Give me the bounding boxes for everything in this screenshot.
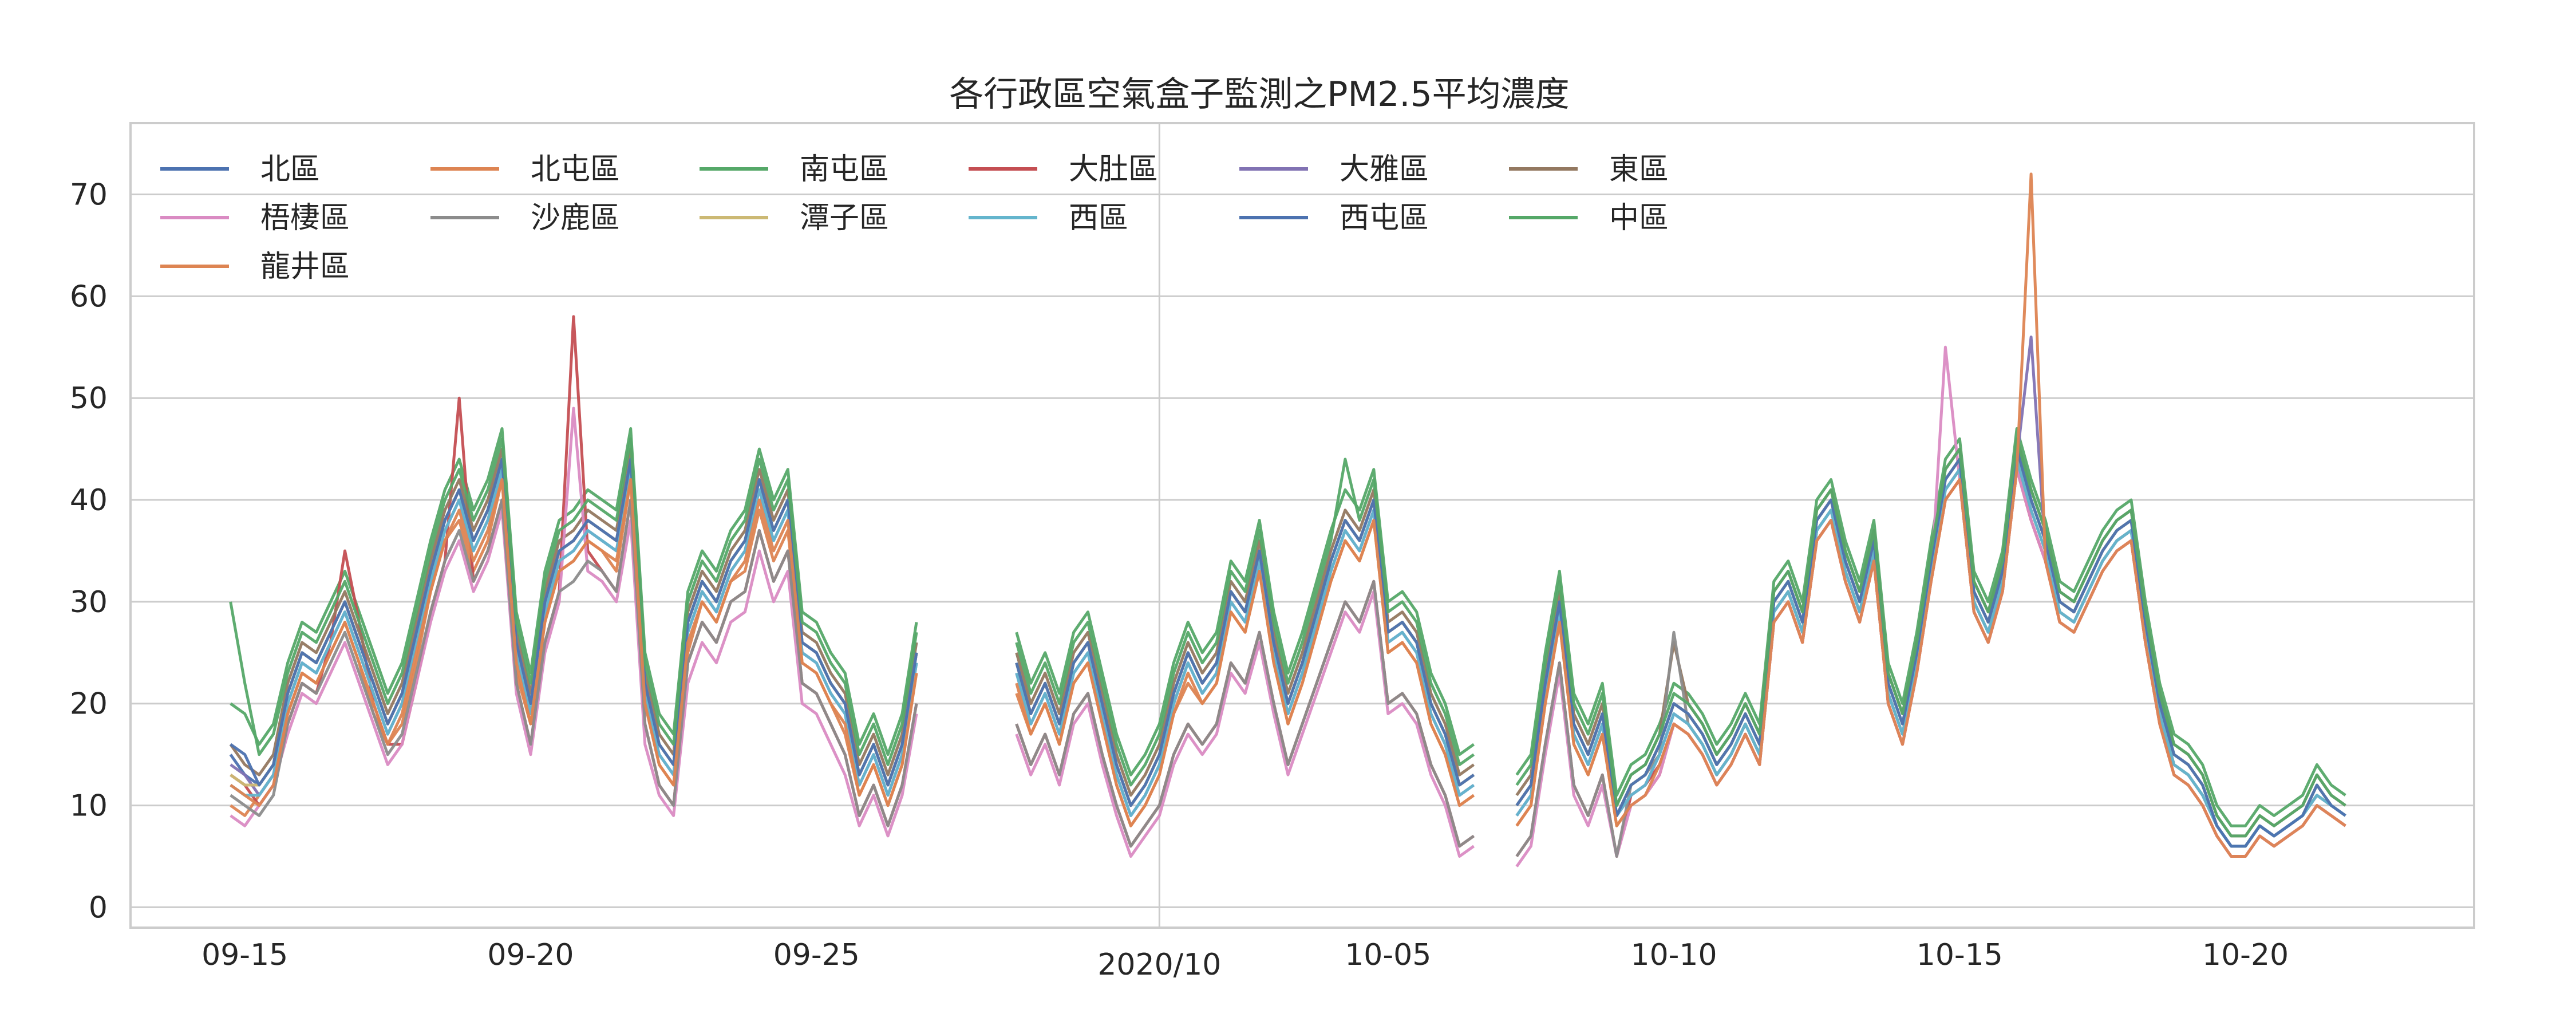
series-lines	[229, 172, 2346, 868]
chart-title: 各行政區空氣盒子監測之PM2.5平均濃度	[949, 74, 1569, 115]
legend-label: 西區	[1069, 201, 1128, 235]
x-tick-label: 10-15	[1917, 938, 2003, 972]
series-line	[230, 172, 2346, 858]
x-tick-label: 09-20	[487, 938, 574, 972]
x-tick-label: 09-15	[202, 938, 288, 972]
x-tick-label: 10-10	[1630, 938, 1717, 972]
y-tick-label: 20	[70, 687, 108, 721]
x-tick-label: 2020/10	[1097, 948, 1221, 982]
legend-label: 南屯區	[800, 152, 889, 187]
legend-label: 龍井區	[260, 250, 350, 284]
legend-label: 北區	[260, 152, 320, 187]
y-tick-label: 60	[70, 279, 108, 314]
y-tick-label: 0	[89, 890, 108, 925]
legend-label: 潭子區	[800, 201, 889, 235]
series-line	[230, 447, 2346, 848]
x-tick-label: 10-20	[2202, 938, 2289, 972]
y-tick-label: 40	[70, 483, 108, 518]
series-line	[229, 437, 2346, 838]
legend-label: 西屯區	[1340, 201, 1429, 235]
legend-label: 中區	[1609, 201, 1669, 235]
legend-label: 東區	[1609, 152, 1669, 187]
y-tick-label: 30	[70, 585, 108, 620]
legend-label: 北屯區	[531, 152, 620, 187]
legend-label: 大肚區	[1069, 152, 1158, 187]
legend-label: 梧棲區	[260, 201, 350, 235]
x-tick-label: 10-05	[1345, 938, 1431, 972]
series-line	[230, 468, 2346, 858]
x-tick-label: 09-25	[773, 938, 860, 972]
x-axis-ticks: 09-15 09-20 09-25 2020/10 10-05 10-10 10-15 10-…	[202, 938, 2289, 982]
y-tick-label: 10	[70, 789, 108, 823]
series-line	[230, 458, 2346, 848]
y-tick-label: 50	[70, 381, 108, 416]
y-axis-ticks: 0 10 20 30 40 50 60 70	[70, 178, 108, 925]
y-tick-label: 70	[70, 178, 108, 212]
series-line	[230, 458, 2346, 858]
legend-label: 大雅區	[1340, 152, 1429, 187]
legend-label: 沙鹿區	[531, 201, 620, 235]
plot-area-frame	[129, 122, 2475, 929]
